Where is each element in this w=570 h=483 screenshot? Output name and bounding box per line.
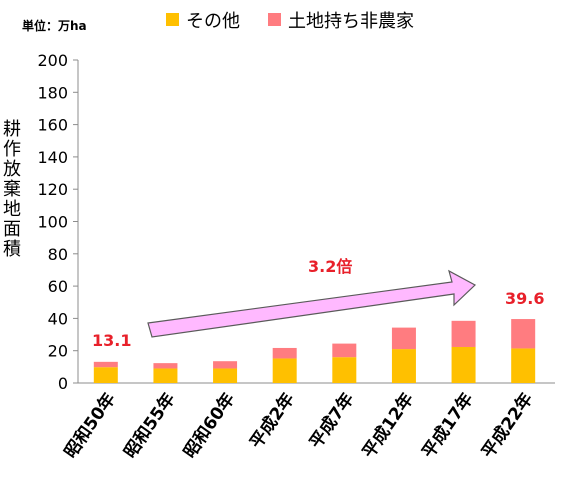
legend-swatch-other: [166, 13, 179, 26]
x-category-label: 昭和50年: [60, 389, 120, 462]
y-tick-label: 20: [48, 342, 68, 361]
x-category-label: 平成12年: [358, 389, 418, 462]
bar-segment-nonfarm-landowner: [332, 343, 357, 358]
x-category-label: 平成7年: [305, 389, 358, 453]
bars: [93, 319, 536, 383]
y-axis-label-char: 作: [3, 139, 21, 160]
annotation-end-value: 39.6: [505, 289, 544, 308]
y-axis-label-char: 放: [3, 159, 21, 180]
bar-segment-nonfarm-landowner: [213, 361, 238, 369]
y-axis-label-char: 棄: [3, 179, 21, 200]
bar-segment-other: [93, 367, 118, 383]
bar-segment-other: [153, 368, 178, 383]
annotation-growth-ratio: 3.2倍: [308, 257, 352, 276]
bar-segment-nonfarm-landowner: [153, 363, 178, 369]
y-axis-label-char: 面: [3, 219, 21, 240]
annotation-start-value: 13.1: [92, 331, 131, 350]
y-tick-label: 140: [37, 148, 68, 167]
y-axis-ticks: 0 20 40 60 80 100 120 140 160 180 200: [37, 51, 78, 393]
y-tick-label: 0: [58, 374, 68, 393]
bar-segment-other: [451, 346, 476, 383]
x-category-label: 昭和60年: [179, 389, 239, 462]
y-axis-label-char: 地: [3, 199, 21, 220]
bar-segment-other: [511, 348, 536, 383]
y-tick-label: 100: [37, 213, 68, 232]
bar-segment-other: [213, 368, 238, 383]
x-category-label: 平成22年: [477, 389, 537, 462]
y-tick-label: 120: [37, 180, 68, 199]
y-tick-label: 60: [48, 277, 68, 296]
legend-label-nonfarm-landowner: 土地持ち非農家: [288, 11, 414, 32]
y-axis-label-char: 耕: [3, 119, 21, 140]
bar-segment-nonfarm-landowner: [391, 327, 416, 350]
bar-segment-other: [272, 358, 297, 383]
growth-arrow: [147, 269, 477, 338]
bar-segment-other: [332, 357, 357, 383]
bar-segment-nonfarm-landowner: [93, 361, 118, 368]
bar-segment-nonfarm-landowner: [451, 320, 476, 347]
legend: その他 土地持ち非農家: [166, 11, 414, 32]
x-axis-categories: 昭和50年 昭和55年 昭和60年 平成2年 平成7年 平成12年 平成17年 平成22年: [60, 389, 537, 462]
y-axis-label-char: 積: [3, 239, 21, 260]
y-tick-label: 200: [37, 51, 68, 70]
bar-segment-nonfarm-landowner: [511, 319, 536, 349]
legend-swatch-nonfarm-landowner: [268, 13, 281, 26]
x-category-label: 平成2年: [246, 389, 299, 453]
bar-segment-nonfarm-landowner: [272, 347, 297, 359]
unit-label: 単位：万ha: [22, 18, 87, 33]
x-category-label: 昭和55年: [120, 389, 180, 462]
x-category-label: 平成17年: [418, 389, 478, 462]
y-tick-label: 40: [48, 309, 68, 328]
y-tick-label: 180: [37, 83, 68, 102]
y-tick-label: 160: [37, 116, 68, 135]
bar-segment-other: [391, 349, 416, 383]
legend-label-other: その他: [186, 11, 240, 32]
y-tick-label: 80: [48, 245, 68, 264]
